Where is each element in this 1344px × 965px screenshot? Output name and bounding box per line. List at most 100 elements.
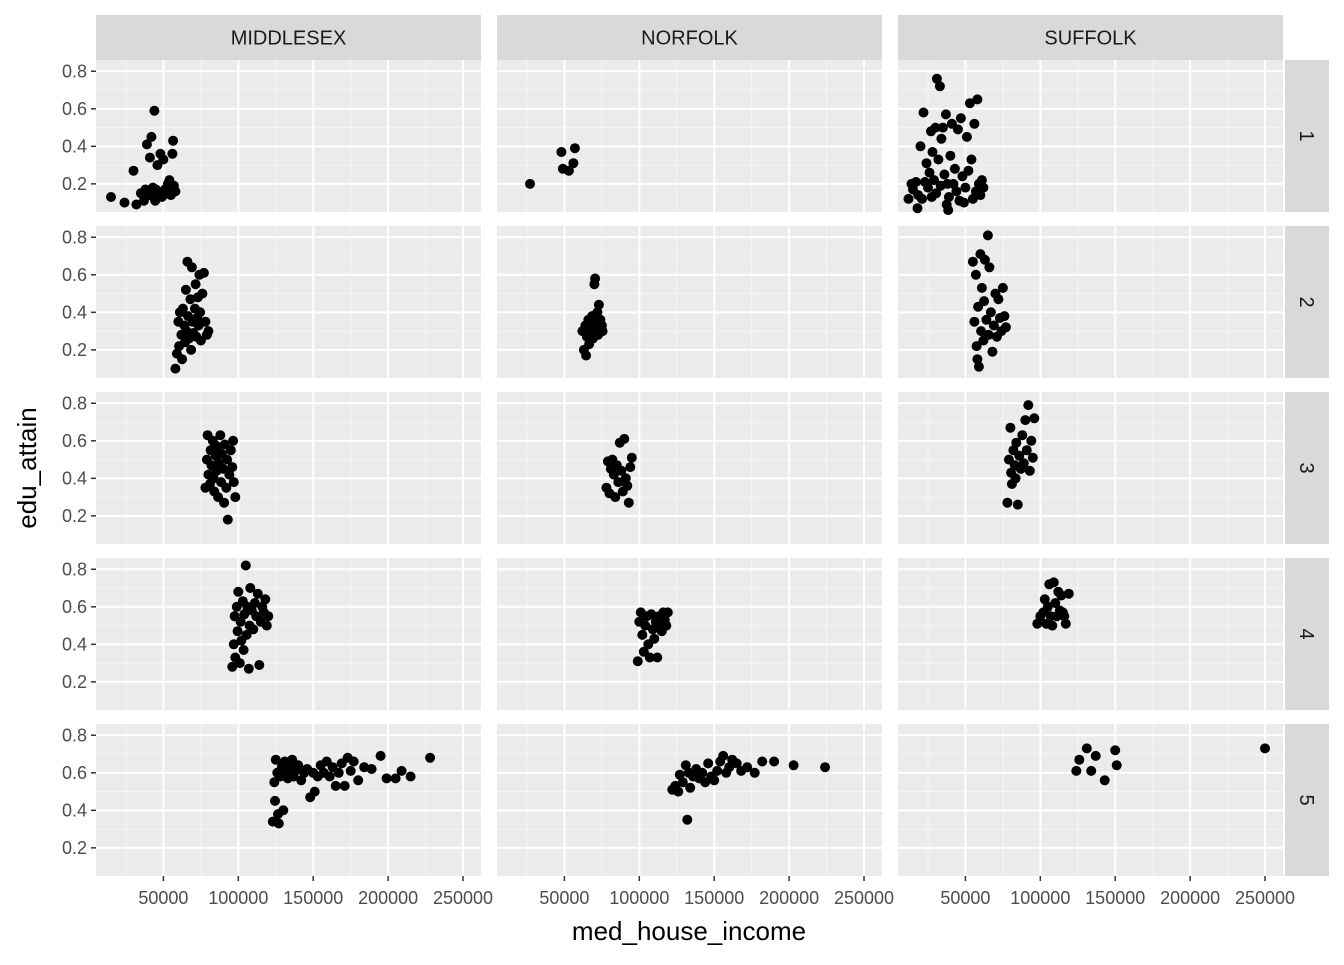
facet-panel [96, 558, 481, 710]
y-tick-label: 0.6 [62, 99, 87, 119]
data-point [225, 445, 236, 456]
facet-panel [96, 392, 481, 544]
strip-background [898, 15, 1283, 60]
data-point [235, 616, 246, 627]
panel-background [96, 724, 481, 876]
data-point [709, 775, 720, 786]
data-point [556, 147, 567, 157]
data-point [917, 193, 927, 204]
data-point [647, 624, 658, 635]
data-point [1021, 445, 1032, 456]
data-point [620, 473, 631, 484]
data-point [190, 279, 201, 290]
data-point [997, 282, 1008, 293]
data-point [146, 131, 157, 142]
panel-background [898, 392, 1283, 544]
data-point [234, 658, 245, 669]
data-point [1005, 422, 1016, 433]
data-point [915, 141, 926, 152]
data-point [270, 795, 280, 806]
facet-strip-right: 2 [1285, 226, 1329, 378]
data-point [952, 124, 963, 135]
data-point [563, 165, 574, 176]
y-tick-label: 0.2 [62, 838, 87, 858]
data-point [1110, 745, 1121, 756]
panel-background [96, 392, 481, 544]
panels-layer [96, 60, 1283, 876]
data-point [198, 267, 209, 278]
data-point [348, 756, 359, 767]
facet-strip-right: 4 [1285, 558, 1329, 710]
data-point [680, 760, 691, 771]
data-point [972, 354, 983, 365]
data-point [221, 482, 232, 493]
data-point [945, 150, 956, 161]
data-point [966, 154, 977, 165]
y-tick-label: 0.2 [62, 506, 87, 526]
data-point [230, 492, 241, 503]
data-point [1047, 620, 1058, 631]
facet-panel [898, 558, 1283, 710]
data-point [1029, 413, 1040, 424]
data-point [973, 361, 984, 372]
data-point [674, 769, 685, 780]
facet-panel [898, 60, 1283, 216]
strip-label: NORFOLK [641, 28, 738, 50]
panel-background [898, 226, 1283, 378]
data-point [931, 188, 942, 199]
data-point [128, 165, 139, 176]
axes-layer: 0.2 0.4 0.6 0.8 0.2 0.4 0.6 0.8 0.2 0.4 0.6 0.8 0.2 0… [62, 61, 1295, 908]
data-point [649, 633, 660, 644]
y-tick-label: 0.4 [62, 634, 87, 654]
data-point [623, 497, 634, 508]
data-point [243, 663, 254, 674]
y-tick-label: 0.4 [62, 468, 87, 488]
data-point [943, 192, 954, 202]
data-point [616, 465, 627, 476]
data-point [141, 139, 152, 150]
data-point [673, 786, 684, 797]
data-point [597, 326, 608, 337]
data-point [568, 158, 579, 169]
data-point [644, 652, 655, 663]
data-point [240, 560, 251, 571]
y-tick-label: 0.2 [62, 340, 87, 360]
data-point [911, 177, 921, 187]
strip-background [1285, 558, 1329, 710]
data-point [238, 645, 249, 655]
data-point [228, 639, 239, 650]
data-point [988, 320, 999, 331]
data-point [662, 607, 673, 618]
data-point [949, 163, 960, 174]
data-point [1090, 750, 1101, 761]
x-tick-label: 200000 [1160, 888, 1220, 908]
y-tick-label: 0.8 [62, 61, 87, 81]
data-point [970, 269, 981, 280]
data-point [963, 165, 974, 176]
x-tick-label: 50000 [138, 888, 188, 908]
data-point [581, 350, 592, 361]
data-point [144, 152, 155, 163]
panel-background [497, 392, 882, 544]
data-point [592, 307, 603, 318]
data-point [263, 611, 274, 622]
data-point [180, 284, 191, 295]
data-point [248, 624, 259, 635]
data-point [375, 750, 386, 761]
y-tick-label: 0.4 [62, 302, 87, 322]
data-point [569, 143, 580, 154]
x-tick-label: 250000 [1235, 888, 1295, 908]
data-point [931, 73, 942, 84]
data-point [677, 777, 688, 788]
data-point [168, 135, 179, 146]
panel-background [497, 60, 882, 212]
data-point [1063, 588, 1074, 599]
data-point [1012, 499, 1023, 510]
data-point [943, 205, 954, 216]
data-point [227, 661, 238, 672]
panel-background [497, 724, 882, 876]
data-point [976, 326, 987, 337]
data-point [918, 107, 929, 118]
x-axis-title: med_house_income [572, 916, 806, 946]
